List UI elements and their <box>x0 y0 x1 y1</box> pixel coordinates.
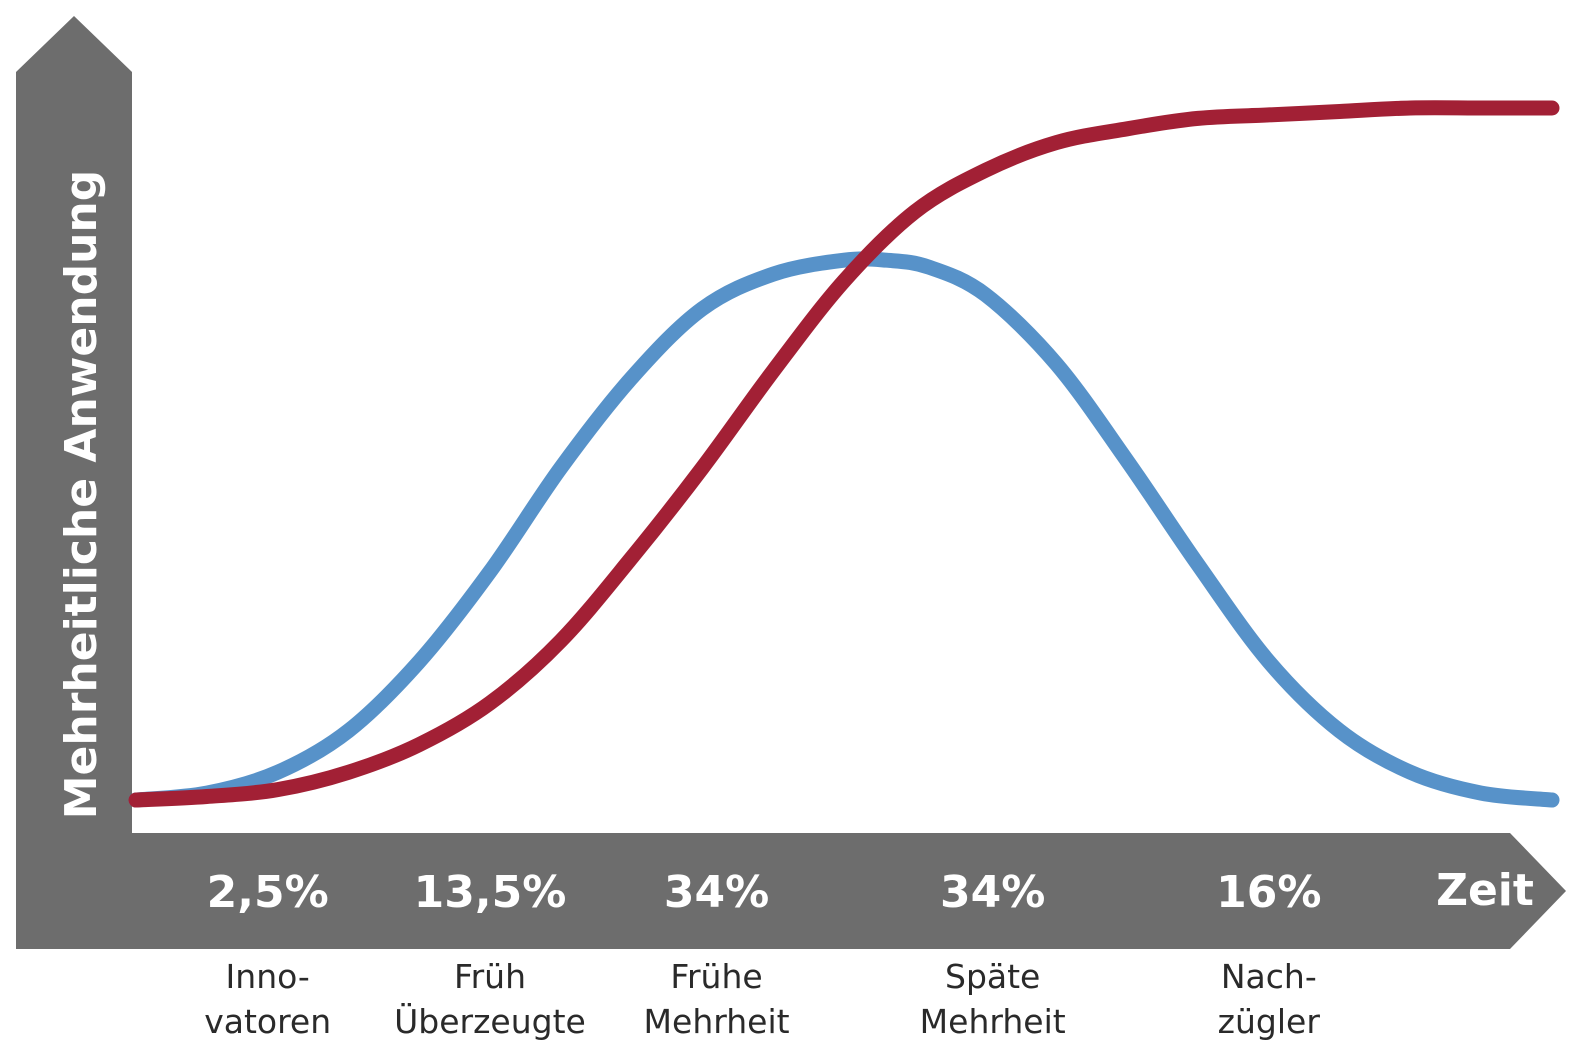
segment-percent: 2,5% <box>207 867 329 918</box>
segment-label-line: Mehrheit <box>920 1002 1066 1041</box>
segment-label-line: Früh <box>454 957 526 996</box>
segment-label-line: Frühe <box>670 957 762 996</box>
segment-percent: 13,5% <box>414 867 567 918</box>
segment-label-line: Mehrheit <box>644 1002 790 1041</box>
segment-label-line: Späte <box>945 957 1040 996</box>
bell-curve-line <box>128 251 1560 808</box>
y-axis-band <box>16 16 132 949</box>
segment-label-line: Nach- <box>1221 957 1317 996</box>
series-layer <box>128 100 1560 808</box>
y-axis-label: Mehrheitliche Anwendung <box>56 170 107 820</box>
s-curve-line <box>128 100 1560 808</box>
x-axis-band <box>16 833 1566 949</box>
segment-label-line: vatoren <box>204 1002 331 1041</box>
segment-percent: 16% <box>1216 867 1321 918</box>
segment-percent: 34% <box>664 867 769 918</box>
segment-label-line: Inno- <box>226 957 310 996</box>
segment-label-line: Überzeugte <box>394 1001 586 1041</box>
axes-layer <box>16 16 1566 949</box>
segment-label-line: zügler <box>1218 1002 1321 1041</box>
label-layer: Mehrheitliche Anwendung Zeit 2,5% Inno-vato… <box>56 170 1534 1041</box>
segment-percent: 34% <box>940 867 1045 918</box>
x-axis-label: Zeit <box>1436 865 1534 916</box>
